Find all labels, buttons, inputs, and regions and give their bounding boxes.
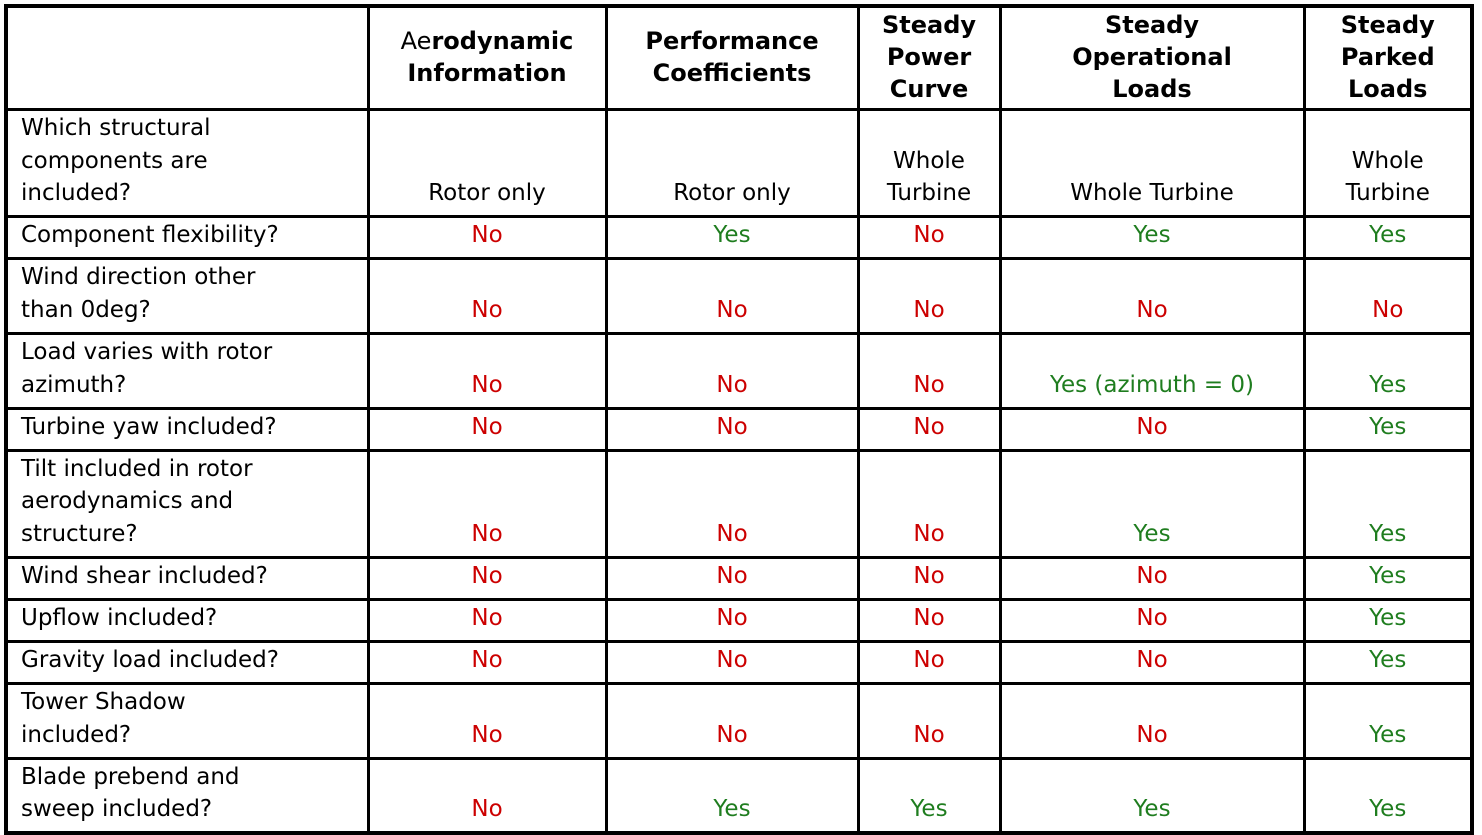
value-cell: No bbox=[604, 681, 860, 760]
col-header-steady-operational-loads: Steady Operational Loads bbox=[998, 4, 1306, 111]
value-cell: Whole Turbine bbox=[1302, 107, 1474, 219]
value-cell: Yes bbox=[998, 215, 1306, 261]
value-cell: Whole Turbine bbox=[856, 107, 1002, 219]
value-cell: No bbox=[1302, 257, 1474, 335]
table-row: Gravity load included? No No No No Yes bbox=[4, 639, 1474, 685]
value-cell: No bbox=[856, 639, 1002, 685]
value-cell: No bbox=[366, 257, 608, 335]
row-label: Wind direction other than 0deg? bbox=[4, 257, 370, 335]
value-cell: No bbox=[856, 215, 1002, 261]
value-cell: Yes bbox=[1302, 556, 1474, 602]
value-cell: Yes bbox=[998, 756, 1306, 835]
value-cell: No bbox=[856, 331, 1002, 410]
value-cell: No bbox=[998, 598, 1306, 643]
value-cell: No bbox=[998, 681, 1306, 760]
header-regular-part: Ae bbox=[400, 26, 432, 55]
value-cell: No bbox=[366, 598, 608, 643]
value-cell: Yes bbox=[1302, 331, 1474, 410]
table-row: Wind direction other than 0deg? No No No… bbox=[4, 257, 1474, 335]
corner-cell bbox=[4, 4, 370, 111]
table-row: Wind shear included? No No No No Yes bbox=[4, 556, 1474, 602]
col-header-steady-parked-loads: Steady Parked Loads bbox=[1302, 4, 1474, 111]
value-cell: Yes bbox=[1302, 215, 1474, 261]
value-cell: No bbox=[604, 598, 860, 643]
value-cell: No bbox=[856, 406, 1002, 452]
row-label: Tilt included in rotor aerodynamics and … bbox=[4, 448, 370, 560]
row-label: Upflow included? bbox=[4, 598, 370, 643]
row-label: Gravity load included? bbox=[4, 639, 370, 685]
value-cell: Yes bbox=[856, 756, 1002, 835]
value-cell: No bbox=[998, 639, 1306, 685]
value-cell: Yes bbox=[1302, 639, 1474, 685]
value-cell: No bbox=[366, 448, 608, 560]
value-cell: No bbox=[856, 257, 1002, 335]
value-cell: No bbox=[856, 598, 1002, 643]
value-cell: Yes bbox=[998, 448, 1306, 560]
table-row: Load varies with rotor azimuth? No No No… bbox=[4, 331, 1474, 410]
value-cell: No bbox=[856, 556, 1002, 602]
value-cell: Yes bbox=[1302, 598, 1474, 643]
value-cell: No bbox=[366, 681, 608, 760]
value-cell: Yes bbox=[604, 215, 860, 261]
value-cell: Rotor only bbox=[604, 107, 860, 219]
value-cell: Yes bbox=[1302, 756, 1474, 835]
table-row: Blade prebend and sweep included? No Yes… bbox=[4, 756, 1474, 835]
value-cell: No bbox=[366, 406, 608, 452]
value-cell: No bbox=[856, 448, 1002, 560]
row-label: Tower Shadow included? bbox=[4, 681, 370, 760]
value-cell: No bbox=[604, 448, 860, 560]
table-row: Tilt included in rotor aerodynamics and … bbox=[4, 448, 1474, 560]
value-cell: No bbox=[604, 406, 860, 452]
value-cell: No bbox=[366, 556, 608, 602]
value-cell: No bbox=[604, 331, 860, 410]
row-label: Turbine yaw included? bbox=[4, 406, 370, 452]
value-cell: No bbox=[604, 639, 860, 685]
row-label: Load varies with rotor azimuth? bbox=[4, 331, 370, 410]
header-row: Aerodynamic Information Performance Coef… bbox=[4, 4, 1474, 111]
value-cell: No bbox=[604, 556, 860, 602]
row-label: Blade prebend and sweep included? bbox=[4, 756, 370, 835]
value-cell: Yes bbox=[1302, 406, 1474, 452]
col-header-aerodynamic-information: Aerodynamic Information bbox=[366, 4, 608, 111]
value-cell: Yes (azimuth = 0) bbox=[998, 331, 1306, 410]
row-label: Component flexibility? bbox=[4, 215, 370, 261]
value-cell: No bbox=[366, 756, 608, 835]
row-label: Wind shear included? bbox=[4, 556, 370, 602]
header-bold-part: rodynamic Information bbox=[407, 26, 574, 87]
table-row: Which structural components are included… bbox=[4, 107, 1474, 219]
value-cell: Whole Turbine bbox=[998, 107, 1306, 219]
value-cell: Yes bbox=[1302, 448, 1474, 560]
value-cell: Yes bbox=[604, 756, 860, 835]
table-row: Upflow included? No No No No Yes bbox=[4, 598, 1474, 643]
value-cell: No bbox=[366, 215, 608, 261]
value-cell: No bbox=[998, 257, 1306, 335]
table-row: Turbine yaw included? No No No No Yes bbox=[4, 406, 1474, 452]
col-header-performance-coefficients: Performance Coefficients bbox=[604, 4, 860, 111]
value-cell: Rotor only bbox=[366, 107, 608, 219]
table-row: Component flexibility? No Yes No Yes Yes bbox=[4, 215, 1474, 261]
value-cell: No bbox=[856, 681, 1002, 760]
table-row: Tower Shadow included? No No No No Yes bbox=[4, 681, 1474, 760]
row-label: Which structural components are included… bbox=[4, 107, 370, 219]
value-cell: Yes bbox=[1302, 681, 1474, 760]
feature-comparison-table: Aerodynamic Information Performance Coef… bbox=[4, 4, 1474, 835]
value-cell: No bbox=[998, 406, 1306, 452]
value-cell: No bbox=[366, 331, 608, 410]
value-cell: No bbox=[998, 556, 1306, 602]
value-cell: No bbox=[604, 257, 860, 335]
col-header-steady-power-curve: Steady Power Curve bbox=[856, 4, 1002, 111]
value-cell: No bbox=[366, 639, 608, 685]
